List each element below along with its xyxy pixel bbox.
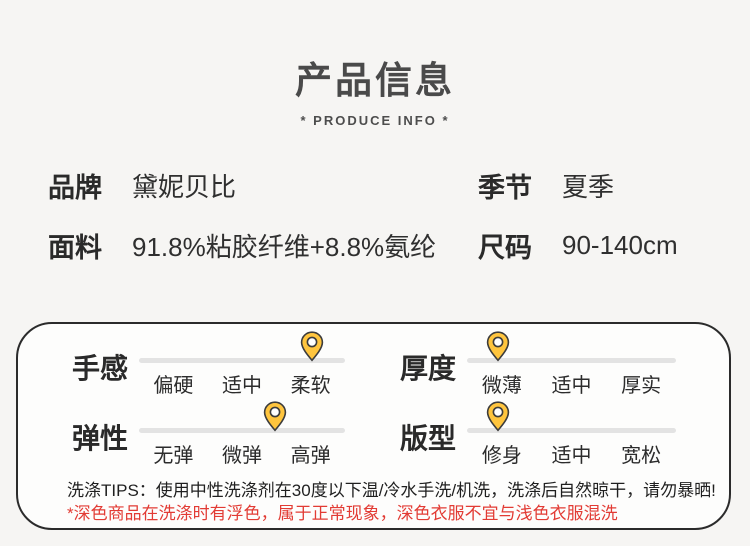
scale-fit: 版型 修身 适中 宽松: [400, 401, 676, 478]
page-header: 产品信息 * PRODUCE INFO *: [0, 50, 750, 128]
scale-option: 适中: [551, 375, 592, 397]
scale-label: 手感: [72, 353, 129, 384]
scale-track-area: 修身 适中 宽松: [467, 401, 676, 478]
scale-option: 适中: [551, 445, 592, 467]
scale-option: 微弹: [222, 445, 262, 467]
spec-value: 90-140cm: [562, 229, 678, 260]
scale-track-bar: [139, 428, 345, 433]
location-pin-icon: [486, 401, 510, 432]
spec-label: 品牌: [48, 172, 102, 203]
scale-option: 无弹: [153, 445, 194, 467]
spec-label: 尺码: [478, 232, 532, 263]
spec-label: 季节: [478, 172, 532, 203]
spec-size: 尺码 90-140cm: [478, 228, 708, 263]
scale-option: 微薄: [481, 375, 522, 397]
care-instructions: 洗涤TIPS：使用中性洗涤剂在30度以下温/冷水手洗/机洗，洗涤后自然晾干，请勿…: [67, 479, 717, 525]
scale-options: 微薄 适中 厚实: [467, 369, 676, 398]
scale-track-bar: [467, 428, 676, 433]
scale-elasticity: 弹性 无弹 微弹 高弹: [72, 401, 345, 478]
attributes-panel: 手感 偏硬 适中 柔软 厚度: [16, 322, 731, 530]
scale-track-area: 微薄 适中 厚实: [467, 331, 676, 408]
scale-thickness: 厚度 微薄 适中 厚实: [400, 331, 676, 408]
scale-option: 偏硬: [153, 375, 194, 397]
scale-option: 柔软: [290, 375, 331, 397]
location-pin-icon: [263, 401, 287, 432]
scale-track-area: 无弹 微弹 高弹: [139, 401, 345, 478]
scale-option: 高弹: [290, 445, 331, 467]
scale-label: 厚度: [400, 353, 457, 384]
scale-option: 修身: [481, 445, 522, 467]
scale-option: 宽松: [621, 445, 662, 467]
scale-options: 偏硬 适中 柔软: [139, 369, 345, 398]
scale-hand-feel: 手感 偏硬 适中 柔软: [72, 331, 345, 408]
scale-label: 弹性: [72, 423, 129, 454]
spec-season: 季节 夏季: [478, 168, 708, 203]
spec-label: 面料: [48, 232, 102, 263]
dark-color-warning-text: *深色商品在洗涤时有浮色，属于正常现象，深色衣服不宜与浅色衣服混洗: [67, 504, 618, 523]
scale-option: 厚实: [621, 375, 662, 397]
spec-fabric: 面料 91.8%粘胶纤维+8.8%氨纶: [48, 228, 478, 263]
spec-value: 91.8%粘胶纤维+8.8%氨纶: [132, 231, 437, 262]
scale-options: 修身 适中 宽松: [467, 439, 676, 468]
product-specs: 品牌 黛妮贝比 季节 夏季 面料 91.8%粘胶纤维+8.8%氨纶 尺码 90-…: [48, 168, 708, 263]
scale-option: 适中: [222, 375, 262, 397]
scale-track-area: 偏硬 适中 柔软: [139, 331, 345, 408]
spec-value: 黛妮贝比: [132, 171, 237, 202]
location-pin-icon: [486, 331, 510, 362]
scale-label: 版型: [400, 423, 457, 454]
scale-track-bar: [139, 358, 345, 363]
spec-value: 夏季: [562, 171, 615, 202]
location-pin-icon: [300, 331, 324, 362]
spec-brand: 品牌 黛妮贝比: [48, 168, 478, 203]
scales-grid: 手感 偏硬 适中 柔软 厚度: [72, 331, 676, 478]
wash-tips-text: 洗涤TIPS：使用中性洗涤剂在30度以下温/冷水手洗/机洗，洗涤后自然晾干，请勿…: [67, 481, 716, 500]
page-title: 产品信息: [295, 60, 455, 101]
scale-options: 无弹 微弹 高弹: [139, 439, 345, 468]
page-subtitle: * PRODUCE INFO *: [300, 113, 450, 128]
scale-track-bar: [467, 358, 676, 363]
